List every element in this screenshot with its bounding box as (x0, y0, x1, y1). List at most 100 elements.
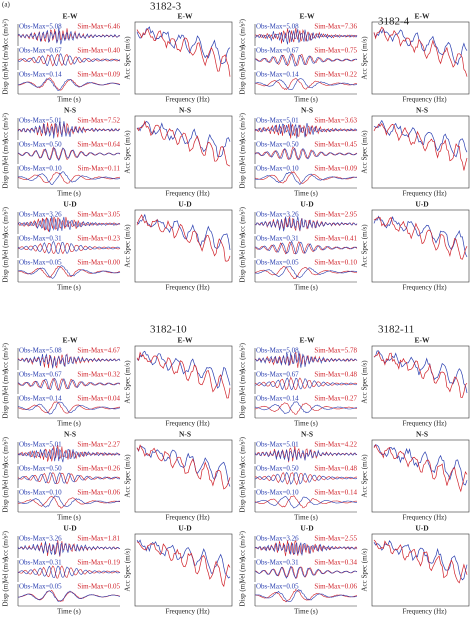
sim-max-label: Sim-Max=3.63 (314, 117, 357, 125)
y-axis-label: Vel (m/s) (239, 462, 247, 489)
y-axis-label: Acc (m/s²) (239, 530, 247, 561)
component-title: E-W (63, 12, 79, 21)
observed-waveform (17, 26, 121, 45)
y-axis-label: Vel (m/s) (239, 44, 247, 71)
simulated-waveform (254, 123, 357, 139)
spectrum-x-label: Frequency (Hz) (402, 190, 447, 198)
observed-waveform (254, 449, 358, 462)
obs-max-label: Obs-Max=5.01 (256, 441, 299, 449)
component-title: U-D (300, 200, 314, 209)
observed-spectrum (373, 119, 468, 158)
observed-waveform (255, 589, 358, 602)
y-axis-label: Vel (m/s) (2, 232, 10, 259)
x-axis-label: Time (s) (294, 514, 318, 522)
sim-max-label: Sim-Max=0.06 (314, 583, 357, 591)
sim-max-label: Sim-Max=4.67 (77, 347, 120, 355)
observed-waveform (17, 147, 121, 162)
obs-max-label: Obs-Max=0.31 (19, 559, 62, 567)
spectrum-x-label: Frequency (Hz) (165, 190, 210, 198)
simulated-waveform (17, 565, 121, 579)
y-axis-label: Disp (m) (239, 487, 247, 513)
observed-waveform (255, 240, 358, 255)
spectrum-y-label: Acc Spec (m/s) (124, 548, 132, 592)
simulated-waveform (17, 540, 121, 557)
observed-spectrum (136, 539, 231, 579)
sim-max-label: Sim-Max=0.06 (77, 489, 120, 497)
component-title: U-D (63, 524, 77, 533)
y-axis-label: Acc (m/s²) (239, 342, 247, 373)
observed-waveform (17, 216, 121, 233)
sim-max-label: Sim-Max=6.46 (77, 23, 120, 31)
simulated-waveform (254, 351, 358, 368)
sim-max-label: Sim-Max=0.40 (77, 47, 120, 55)
sim-max-label: Sim-Max=2.55 (314, 535, 357, 543)
simulated-waveform (254, 566, 358, 579)
obs-max-label: Obs-Max=3.26 (256, 535, 299, 543)
simulated-spectrum (136, 444, 231, 490)
component-title: E-W (178, 12, 194, 21)
observed-waveform (17, 590, 121, 602)
sim-max-label: Sim-Max=0.48 (314, 371, 357, 379)
x-axis-label: Time (s) (57, 190, 81, 198)
x-axis-label: Time (s) (57, 284, 81, 292)
x-axis-label: Time (s) (57, 96, 81, 104)
x-axis-label: Time (s) (294, 284, 318, 292)
observed-waveform (254, 471, 358, 485)
obs-max-label: Obs-Max=0.05 (256, 259, 299, 267)
component-title: E-W (300, 336, 316, 345)
simulated-spectrum (136, 120, 231, 167)
y-axis-label: Acc (m/s²) (239, 112, 247, 143)
simulated-spectrum (136, 28, 231, 77)
y-axis-label: Vel (m/s) (2, 138, 10, 165)
sim-max-label: Sim-Max=0.14 (314, 489, 357, 497)
observed-waveform (17, 78, 121, 91)
observed-waveform (17, 377, 121, 391)
spectrum-x-label: Frequency (Hz) (402, 96, 447, 104)
sim-max-label: Sim-Max=0.32 (77, 371, 120, 379)
y-axis-label: Disp (m) (239, 69, 247, 95)
sim-max-label: Sim-Max=0.09 (314, 165, 357, 173)
y-axis-label: Acc (m/s²) (2, 112, 10, 143)
observed-waveform (17, 241, 121, 255)
simulated-waveform (255, 589, 358, 603)
obs-max-label: Obs-Max=0.05 (256, 583, 299, 591)
spectrum-y-label: Acc Spec (m/s) (124, 224, 132, 268)
observed-waveform (18, 401, 121, 415)
spectrum-x-label: Frequency (Hz) (402, 514, 447, 522)
simulated-waveform (17, 472, 121, 485)
y-axis-label: Acc (m/s²) (2, 530, 10, 561)
obs-max-label: Obs-Max=0.31 (256, 559, 299, 567)
observed-spectrum (373, 444, 468, 486)
sim-max-label: Sim-Max=0.10 (314, 259, 357, 267)
observed-waveform (255, 266, 358, 279)
observed-waveform (255, 78, 357, 91)
station-name: 3182-10 (150, 324, 187, 336)
obs-max-label: Obs-Max=3.26 (19, 535, 62, 543)
obs-max-label: Obs-Max=0.10 (256, 165, 299, 173)
sim-max-label: Sim-Max=7.36 (314, 23, 357, 31)
y-axis-label: Vel (m/s) (239, 556, 247, 583)
observed-waveform (254, 53, 358, 67)
observed-waveform (17, 495, 121, 508)
simulated-waveform (254, 27, 358, 44)
component-title: N-S (179, 106, 191, 115)
observed-waveform (254, 29, 358, 45)
spectrum-x-label: Frequency (Hz) (165, 514, 210, 522)
sim-max-label: Sim-Max=0.11 (78, 165, 121, 173)
simulated-waveform (254, 402, 358, 415)
y-axis-label: Disp (m) (239, 581, 247, 607)
spectrum-frame (371, 533, 470, 607)
spectrum-frame (134, 533, 233, 607)
y-axis-label: Disp (m) (239, 163, 247, 189)
obs-max-label: Obs-Max=3.26 (256, 211, 299, 219)
spectrum-frame (371, 115, 470, 189)
observed-waveform (254, 351, 358, 368)
spectrum-frame (371, 209, 470, 283)
observed-spectrum (136, 213, 231, 250)
component-title: N-S (179, 430, 191, 439)
spectrum-frame (371, 439, 470, 513)
observed-waveform (254, 122, 358, 139)
obs-max-label: Obs-Max=5.01 (19, 117, 62, 125)
component-title: E-W (415, 12, 431, 21)
